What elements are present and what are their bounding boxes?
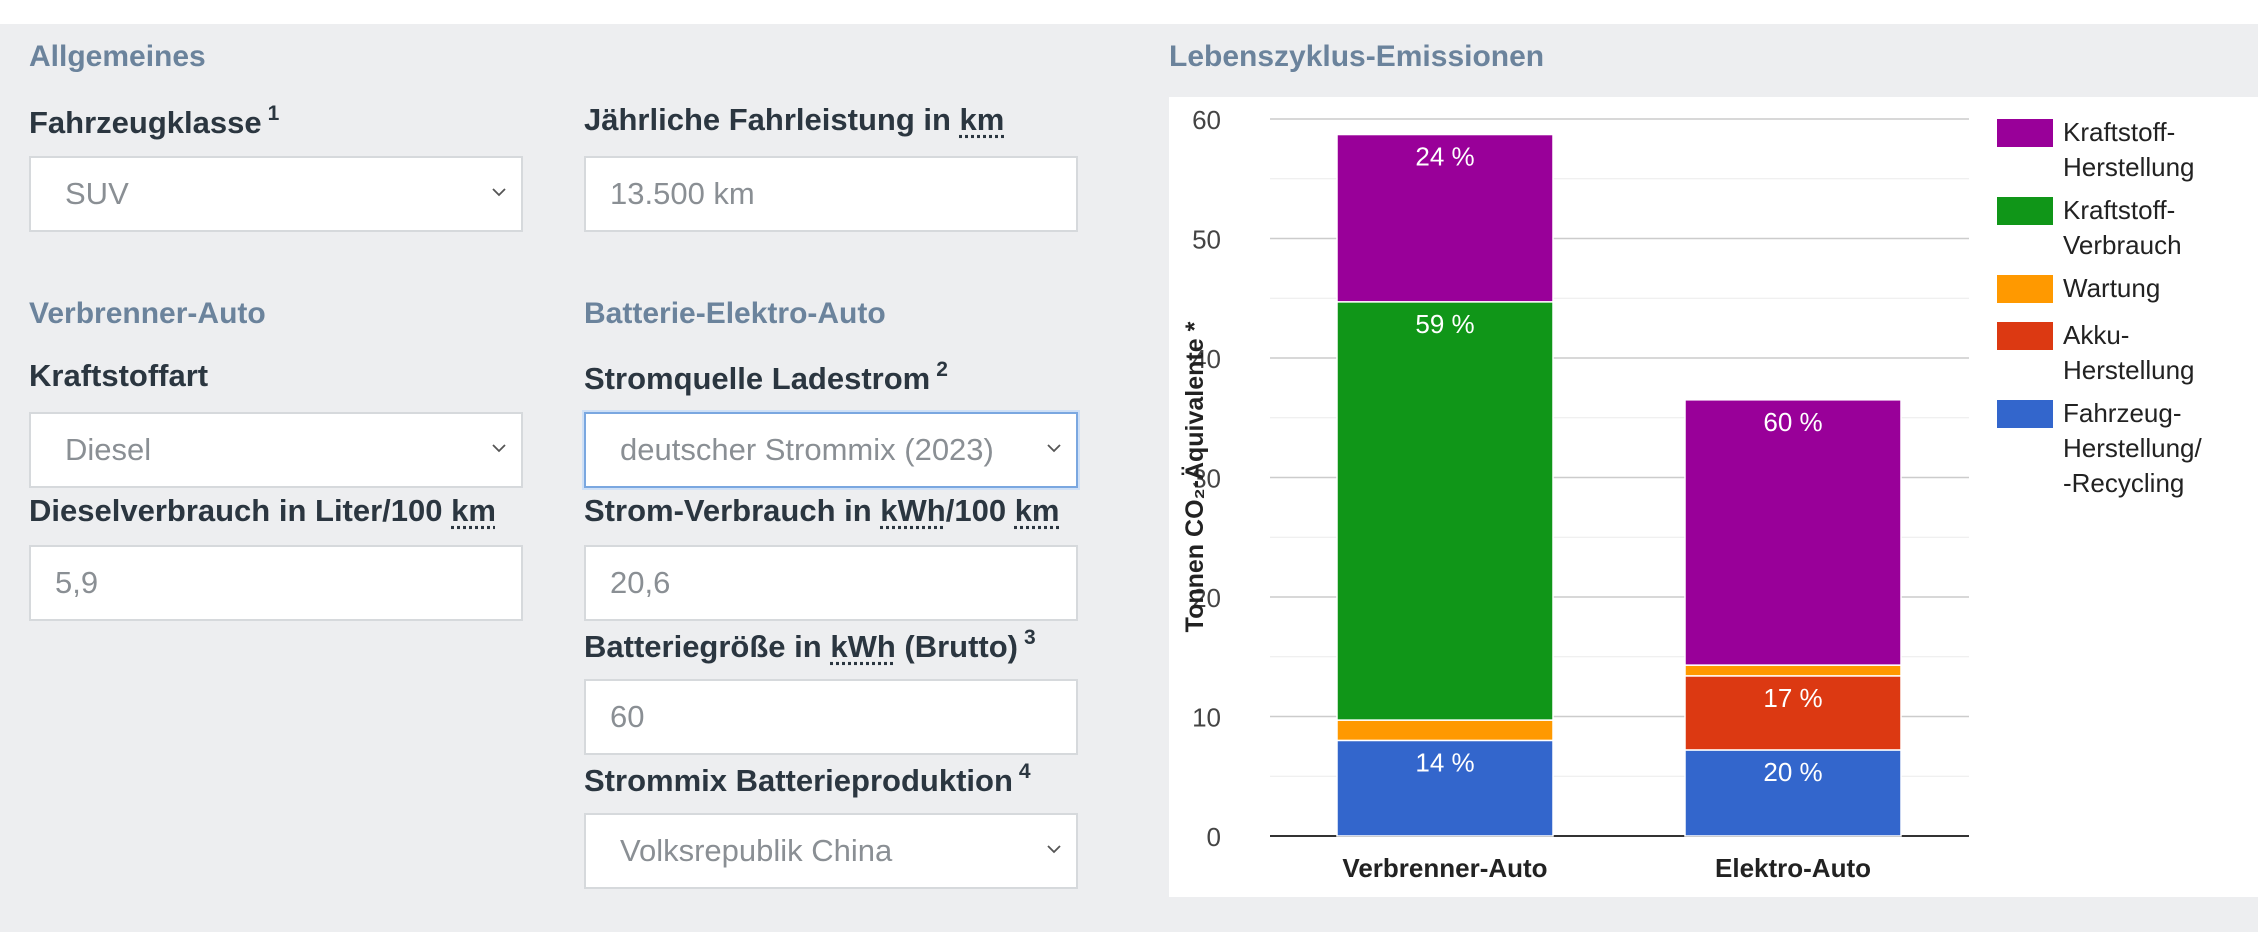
chevron-down-icon: [492, 188, 506, 197]
legend-label: Fahrzeug-: [2063, 398, 2182, 428]
diesel-consumption-label: Dieselverbrauch in Liter/100 km: [29, 493, 496, 528]
battery-size-value: 60: [610, 699, 645, 734]
vehicle-class-value: SUV: [65, 176, 129, 211]
legend-swatch: [1997, 197, 2053, 225]
power-source-select[interactable]: deutscher Strommix (2023): [584, 412, 1078, 488]
footnote-1[interactable]: 1: [267, 102, 280, 125]
footnote-2[interactable]: 2: [936, 358, 948, 381]
battery-size-input[interactable]: 60: [584, 679, 1078, 755]
section-title-general: Allgemeines: [29, 40, 206, 73]
bar-segment: [1684, 749, 1902, 837]
legend-label: Herstellung: [2063, 152, 2195, 182]
bar-segment: [1684, 399, 1902, 666]
power-source-value: deutscher Strommix (2023): [620, 432, 994, 467]
bar-data-label: 24 %: [1415, 142, 1474, 172]
y-tick-label: 60: [1192, 105, 1221, 135]
emissions-chart: 0 10 20 30 40 50 60 Tonnen CO₂-Äquivalente * 14 …: [1169, 97, 2258, 897]
legend-swatch: [1997, 400, 2053, 428]
section-title-emissions: Lebenszyklus-Emissionen: [1169, 40, 1545, 73]
chevron-down-icon: [1047, 444, 1061, 453]
bar-data-label: 14 %: [1415, 747, 1474, 777]
legend-swatch: [1997, 119, 2053, 147]
bar-segment: [1336, 301, 1554, 721]
vehicle-class-label: Fahrzeugklasse 1: [29, 102, 280, 140]
chevron-down-icon: [492, 444, 506, 453]
fuel-type-label: Kraftstoffart: [29, 358, 209, 393]
bar-data-label: 17 %: [1763, 683, 1822, 713]
chevron-down-icon: [1047, 845, 1061, 854]
annual-mileage-value: 13.500 km: [610, 176, 755, 211]
y-tick-label: 0: [1207, 822, 1221, 852]
bar-data-label: 59 %: [1415, 309, 1474, 339]
legend-label: -Recycling: [2063, 468, 2184, 498]
footnote-3[interactable]: 3: [1024, 626, 1036, 649]
battery-size-label: Batteriegröße in kWh (Brutto) 3: [584, 626, 1036, 664]
legend-swatch: [1997, 322, 2053, 350]
legend-label: Wartung: [2063, 273, 2160, 303]
y-tick-label: 20: [1192, 583, 1221, 613]
section-title-combustion: Verbrenner-Auto: [29, 297, 266, 330]
electric-consumption-input[interactable]: 20,6: [584, 545, 1078, 621]
bar-segment: [1336, 719, 1554, 742]
vehicle-class-select[interactable]: SUV: [29, 156, 523, 232]
legend-label: Verbrauch: [2063, 230, 2182, 260]
legend-label: Herstellung: [2063, 355, 2195, 385]
y-tick-label: 40: [1192, 344, 1221, 374]
y-tick-label: 50: [1192, 225, 1221, 255]
legend-label: Kraftstoff-: [2063, 117, 2175, 147]
bar-segment: [1684, 675, 1902, 751]
x-category-label: Verbrenner-Auto: [1342, 853, 1547, 883]
fuel-type-select[interactable]: Diesel: [29, 412, 523, 488]
y-tick-label: 30: [1192, 464, 1221, 494]
diesel-consumption-value: 5,9: [55, 565, 99, 600]
legend-label: Herstellung/: [2063, 433, 2203, 463]
power-source-label: Stromquelle Ladestrom 2: [584, 358, 948, 396]
diesel-consumption-input[interactable]: 5,9: [29, 545, 523, 621]
annual-mileage-input[interactable]: 13.500 km: [584, 156, 1078, 232]
bar-data-label: 20 %: [1763, 757, 1822, 787]
bar-data-label: 60 %: [1763, 407, 1822, 437]
section-title-electric: Batterie-Elektro-Auto: [584, 297, 886, 330]
battery-mix-label: Strommix Batterieproduktion 4: [584, 760, 1031, 798]
battery-mix-select[interactable]: Volksrepublik China: [584, 813, 1078, 889]
emissions-chart-svg: 0 10 20 30 40 50 60 Tonnen CO₂-Äquivalente * 14 …: [1181, 105, 2203, 883]
bar-segment: [1684, 664, 1902, 677]
legend-swatch: [1997, 275, 2053, 303]
fuel-type-value: Diesel: [65, 432, 152, 467]
y-axis-label: Tonnen CO₂-Äquivalente *: [1181, 321, 1209, 632]
electric-consumption-label: Strom-Verbrauch in kWh/100 km: [584, 493, 1060, 528]
annual-mileage-label: Jährliche Fahrleistung in km: [584, 102, 1005, 137]
x-category-label: Elektro-Auto: [1715, 853, 1871, 883]
battery-mix-value: Volksrepublik China: [620, 833, 893, 868]
y-tick-label: 10: [1192, 703, 1221, 733]
legend-label: Akku-: [2063, 320, 2129, 350]
legend-label: Kraftstoff-: [2063, 195, 2175, 225]
electric-consumption-value: 20,6: [610, 565, 671, 600]
footnote-4[interactable]: 4: [1018, 760, 1031, 783]
bar-segment: [1336, 133, 1554, 303]
